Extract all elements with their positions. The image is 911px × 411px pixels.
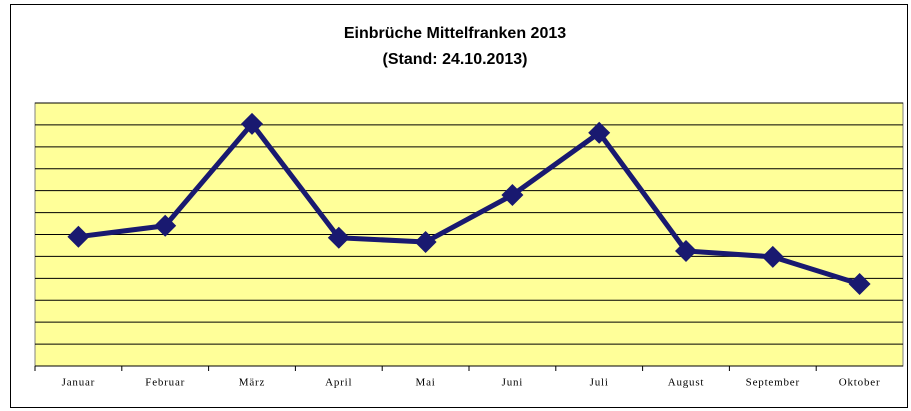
x-tick-label: Juli: [590, 377, 609, 389]
x-tick-label: September: [746, 377, 800, 389]
x-tick-label: Oktober: [839, 377, 881, 389]
x-tick-label: Juni: [502, 377, 524, 389]
data-point: [761, 245, 784, 268]
data-point: [67, 225, 90, 248]
x-tick-label: März: [239, 377, 265, 389]
data-point: [414, 230, 437, 253]
data-point: [501, 184, 524, 207]
data-point: [848, 273, 871, 296]
data-point: [327, 226, 350, 249]
chart-subtitle: (Stand: 24.10.2013): [383, 51, 528, 68]
data-point: [154, 214, 177, 237]
chart-title: Einbrüche Mittelfranken 2013: [344, 25, 566, 42]
x-tick-label: Mai: [416, 377, 436, 389]
data-point: [241, 112, 263, 135]
data-point: [675, 239, 697, 262]
data-line: [78, 121, 861, 287]
data-point: [588, 121, 611, 144]
x-tick-label: Februar: [145, 377, 185, 389]
x-tick-label: Januar: [62, 377, 96, 389]
x-tick-label: April: [325, 377, 352, 389]
x-tick-label: August: [668, 377, 705, 389]
